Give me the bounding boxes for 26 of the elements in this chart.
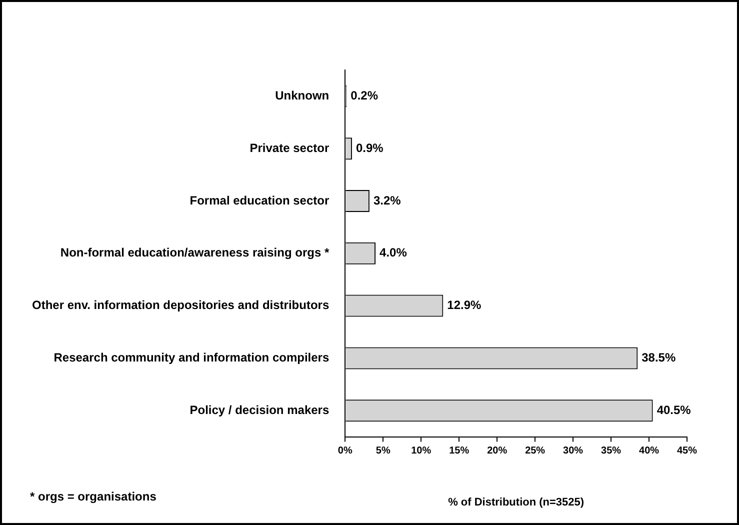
x-tick-label: 15% [449, 446, 470, 457]
y-tick-label: Policy / decision makers [190, 402, 330, 417]
x-tick-label: 20% [487, 446, 508, 457]
data-label: 4.0% [380, 246, 408, 260]
data-label: 40.5% [656, 402, 692, 417]
data-label: 3.2% [373, 193, 402, 208]
x-tick-label: 30% [563, 446, 584, 457]
y-tick-label: Research community and information compilers [54, 350, 330, 365]
y-tick-label: Unknown [275, 88, 330, 103]
text: * orgs = organisations [30, 489, 157, 504]
x-tick-label: 40% [639, 446, 660, 457]
x-tick-label: 0% [338, 446, 352, 457]
data-label: 12.9% [447, 298, 482, 312]
x-tick-label: 10% [411, 446, 432, 457]
x-axis-title: % of Distribution (n=3525) [448, 496, 584, 508]
data-label: 0.2% [350, 88, 378, 103]
x-tick-label: 25% [525, 446, 546, 457]
x-tick-label: 5% [376, 446, 390, 457]
y-tick-label: Formal education sector [190, 193, 330, 208]
data-label: 0.9% [356, 140, 384, 155]
y-tick-label: Private sector [250, 140, 330, 155]
x-tick-label: 35% [601, 446, 622, 457]
data-label: 38.5% [642, 350, 676, 365]
x-tick-label: 45% [676, 446, 698, 457]
y-tick-label: Non-formal education/awareness raising orgs * [60, 246, 330, 260]
y-tick-label: Other env. information depositories and distributors [32, 298, 330, 312]
